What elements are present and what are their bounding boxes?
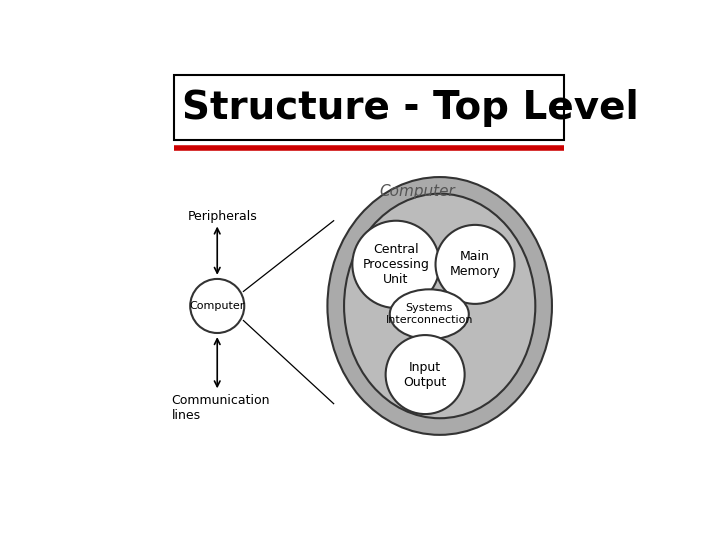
- Text: Computer: Computer: [379, 184, 455, 199]
- Ellipse shape: [344, 194, 536, 418]
- Circle shape: [436, 225, 515, 304]
- Ellipse shape: [328, 177, 552, 435]
- FancyBboxPatch shape: [174, 75, 564, 140]
- Text: Communication
lines: Communication lines: [171, 394, 270, 422]
- Text: Structure - Top Level: Structure - Top Level: [182, 89, 639, 126]
- Text: Main
Memory: Main Memory: [450, 251, 500, 279]
- Circle shape: [190, 279, 244, 333]
- Circle shape: [352, 221, 440, 308]
- Text: Peripherals: Peripherals: [188, 210, 258, 223]
- Ellipse shape: [390, 289, 469, 339]
- Text: Systems
Interconnection: Systems Interconnection: [385, 303, 473, 325]
- Text: Computer: Computer: [189, 301, 245, 311]
- Text: Central
Processing
Unit: Central Processing Unit: [363, 243, 429, 286]
- Circle shape: [386, 335, 464, 414]
- Text: Input
Output: Input Output: [403, 361, 446, 389]
